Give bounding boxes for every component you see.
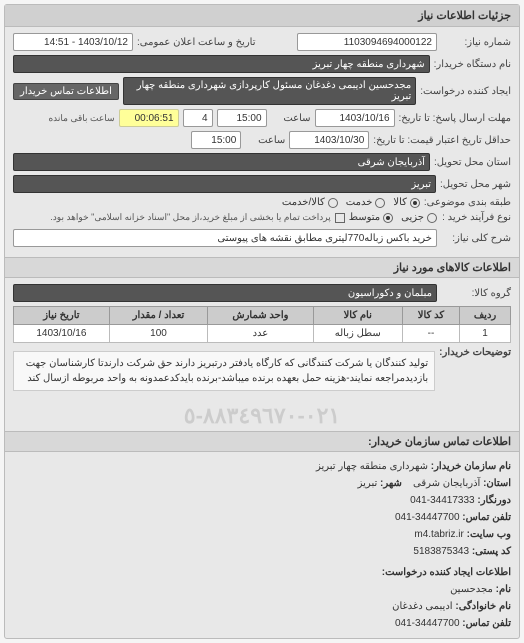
contact-phone: 34447700-041 xyxy=(395,512,460,523)
contact-postal: 5183875343 xyxy=(413,546,469,557)
contact-section-title: اطلاعات تماس سازمان خریدار: xyxy=(5,431,519,452)
req-name-label: نام: xyxy=(496,584,511,595)
request-number-field: 1103094694000122 xyxy=(297,33,437,51)
delivery-city-field: تبریز xyxy=(13,175,436,193)
contact-phone-label: تلفن تماس: xyxy=(462,512,511,523)
buyer-org-label: نام دستگاه خریدار: xyxy=(434,59,511,70)
col-unit: واحد شمارش xyxy=(208,307,313,325)
contact-website-label: وب سایت: xyxy=(467,529,511,540)
requester-label: ایجاد کننده درخواست: xyxy=(420,86,511,97)
goods-group-label: گروه کالا: xyxy=(441,288,511,299)
col-code: کد کالا xyxy=(402,307,459,325)
contact-org: شهرداری منطقه چهار تبریز xyxy=(316,461,428,472)
buyer-desc-text: تولید کنندگان یا شرکت کنندگانی که کارگاه… xyxy=(13,351,435,391)
radio-icon xyxy=(328,198,338,208)
contact-website: m4.tabriz.ir xyxy=(414,529,463,540)
payment-note: پرداخت تمام یا بخشی از مبلغ خرید،از محل … xyxy=(13,212,331,223)
deadline-time-field: 15:00 xyxy=(217,109,267,127)
req-phone-label: تلفن تماس: xyxy=(462,618,511,629)
contact-fax: 34417333-041 xyxy=(410,495,475,506)
public-announce-label: تاریخ و ساعت اعلان عمومی: xyxy=(137,37,293,48)
goods-section-title: اطلاعات کالاهای مورد نیاز xyxy=(5,257,519,278)
contact-section: نام سازمان خریدار: شهرداری منطقه چهار تب… xyxy=(5,452,519,638)
goods-table: ردیف کد کالا نام کالا واحد شمارش تعداد /… xyxy=(13,306,511,343)
requester-field: مجدحسین ادیبمی دغدغان مسئول کارپردازی شه… xyxy=(123,77,416,105)
contact-city-label: شهر: xyxy=(380,478,402,489)
contact-province: آذربایجان شرقی xyxy=(413,478,480,489)
buyer-org-field: شهرداری منطقه چهار تبریز xyxy=(13,55,430,73)
cell-date: 1403/10/16 xyxy=(14,325,110,343)
req-name: مجدحسین xyxy=(450,584,493,595)
summary-field: خرید باکس زباله770لیتری مطابق نقشه های پ… xyxy=(13,229,437,247)
col-row: ردیف xyxy=(460,307,511,325)
col-name: نام کالا xyxy=(313,307,402,325)
cell-unit: عدد xyxy=(208,325,313,343)
remaining-label: ساعت باقی مانده xyxy=(48,113,114,124)
proc-medium-radio[interactable]: متوسط xyxy=(349,212,393,223)
cat-goods-radio[interactable]: کالا xyxy=(393,197,420,208)
summary-label: شرح کلی نیاز: xyxy=(441,233,511,244)
cell-name: سطل زباله xyxy=(313,325,402,343)
time-label-1: ساعت xyxy=(271,113,311,124)
contact-city: تبریز xyxy=(358,478,378,489)
days-field: 4 xyxy=(183,109,213,127)
goods-group-field: مبلمان و دکوراسیون xyxy=(13,284,437,302)
category-label: طبقه بندی موضوعی: xyxy=(424,197,511,208)
public-announce-field: 1403/10/12 - 14:51 xyxy=(13,33,133,51)
panel-title: جزئیات اطلاعات نیاز xyxy=(5,5,519,27)
radio-icon xyxy=(383,213,393,223)
contact-postal-label: کد پستی: xyxy=(472,546,511,557)
validity-date-field: 1403/10/30 xyxy=(289,131,369,149)
details-panel: جزئیات اطلاعات نیاز شماره نیاز: 11030946… xyxy=(4,4,520,639)
cell-code: -- xyxy=(402,325,459,343)
req-phone: 34447700-041 xyxy=(395,618,460,629)
radio-icon xyxy=(427,213,437,223)
deadline-label: مهلت ارسال پاسخ: تا تاریخ: xyxy=(399,113,511,124)
contact-org-label: نام سازمان خریدار: xyxy=(431,461,511,472)
req-family: ادیبمی دغدغان xyxy=(392,601,452,612)
delivery-province-field: آذربایجان شرقی xyxy=(13,153,430,171)
delivery-province-label: استان محل تحویل: xyxy=(434,157,511,168)
radio-icon xyxy=(375,198,385,208)
col-date: تاریخ نیاز xyxy=(14,307,110,325)
validity-label: حداقل تاریخ اعتبار قیمت: تا تاریخ: xyxy=(373,135,511,146)
req-family-label: نام خانوادگی: xyxy=(455,601,511,612)
delivery-city-label: شهر محل تحویل: xyxy=(440,179,511,190)
treasury-checkbox[interactable] xyxy=(335,213,345,223)
cat-both-radio[interactable]: کالا/خدمت xyxy=(282,197,338,208)
cell-qty: 100 xyxy=(109,325,207,343)
countdown-field: 00:06:51 xyxy=(119,109,179,127)
deadline-date-field: 1403/10/16 xyxy=(315,109,395,127)
process-radio-group: جزیی متوسط xyxy=(349,212,437,223)
contact-info-button[interactable]: اطلاعات تماس خریدار xyxy=(13,83,119,100)
category-radio-group: کالا خدمت کالا/خدمت xyxy=(282,197,420,208)
validity-time-field: 15:00 xyxy=(191,131,241,149)
col-qty: تعداد / مقدار xyxy=(109,307,207,325)
proc-small-radio[interactable]: جزیی xyxy=(401,212,437,223)
panel-body: شماره نیاز: 1103094694000122 تاریخ و ساع… xyxy=(5,27,519,257)
table-row: 1 -- سطل زباله عدد 100 1403/10/16 xyxy=(14,325,511,343)
cat-service-radio[interactable]: خدمت xyxy=(346,197,386,208)
request-number-label: شماره نیاز: xyxy=(441,37,511,48)
buyer-desc-label: توضیحات خریدار: xyxy=(439,347,511,358)
requester-info-title: اطلاعات ایجاد کننده درخواست: xyxy=(13,564,511,581)
watermark: ٠٢١-٨٨٣٤٩٦٧٠-٥ xyxy=(5,403,519,429)
radio-icon xyxy=(410,198,420,208)
time-label-2: ساعت xyxy=(245,135,285,146)
process-type-label: نوع فرآیند خرید : xyxy=(441,212,511,223)
contact-fax-label: دورنگار: xyxy=(477,495,511,506)
contact-province-label: استان: xyxy=(483,478,511,489)
cell-row: 1 xyxy=(460,325,511,343)
